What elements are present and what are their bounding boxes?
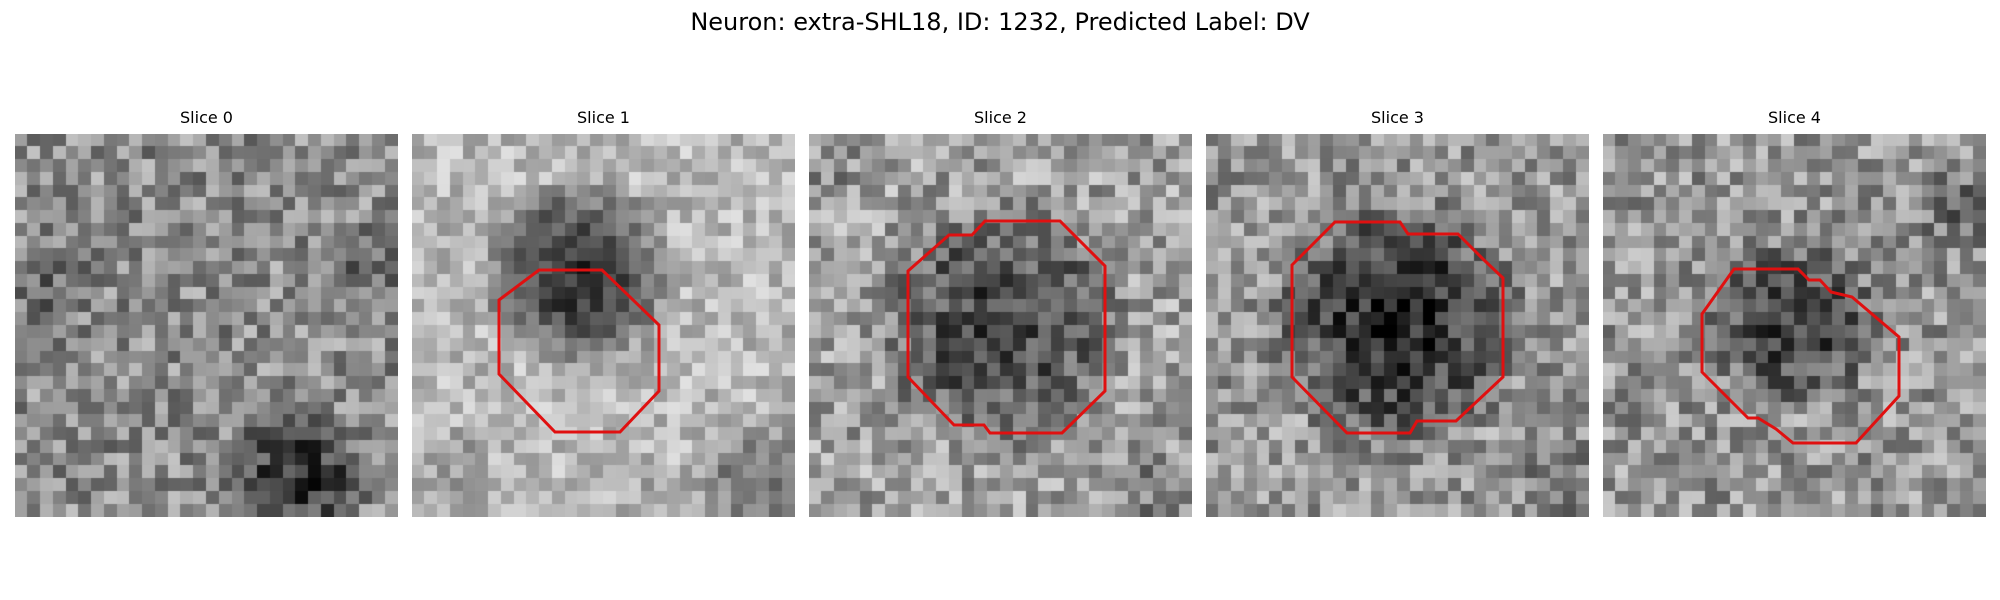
slice-title: Slice 0 <box>180 108 233 127</box>
slice-title: Slice 2 <box>974 108 1027 127</box>
roi-contour <box>497 268 661 434</box>
slice-panel-2: Slice 2 <box>809 104 1192 517</box>
slice-panel-4: Slice 4 <box>1603 104 1986 517</box>
figure-title: Neuron: extra-SHL18, ID: 1232, Predicted… <box>690 8 1310 36</box>
slice-overlay <box>906 219 1107 435</box>
slice-image <box>1206 134 1589 517</box>
slice-overlay <box>497 268 661 434</box>
slice-title: Slice 3 <box>1371 108 1424 127</box>
slice-overlay <box>15 134 398 517</box>
slice-title: Slice 4 <box>1768 108 1821 127</box>
slice-image <box>412 134 795 517</box>
roi-contour <box>906 219 1107 435</box>
slice-panel-0: Slice 0 <box>15 104 398 517</box>
slice-image <box>1603 134 1986 517</box>
slice-panel-3: Slice 3 <box>1206 104 1589 517</box>
slice-panel-1: Slice 1 <box>412 104 795 517</box>
roi-contour <box>1290 220 1505 435</box>
slice-overlay <box>1290 220 1505 435</box>
slice-image <box>15 134 398 517</box>
slice-overlay <box>1700 267 1901 445</box>
slice-image <box>809 134 1192 517</box>
slice-title: Slice 1 <box>577 108 630 127</box>
roi-contour <box>1700 267 1901 445</box>
